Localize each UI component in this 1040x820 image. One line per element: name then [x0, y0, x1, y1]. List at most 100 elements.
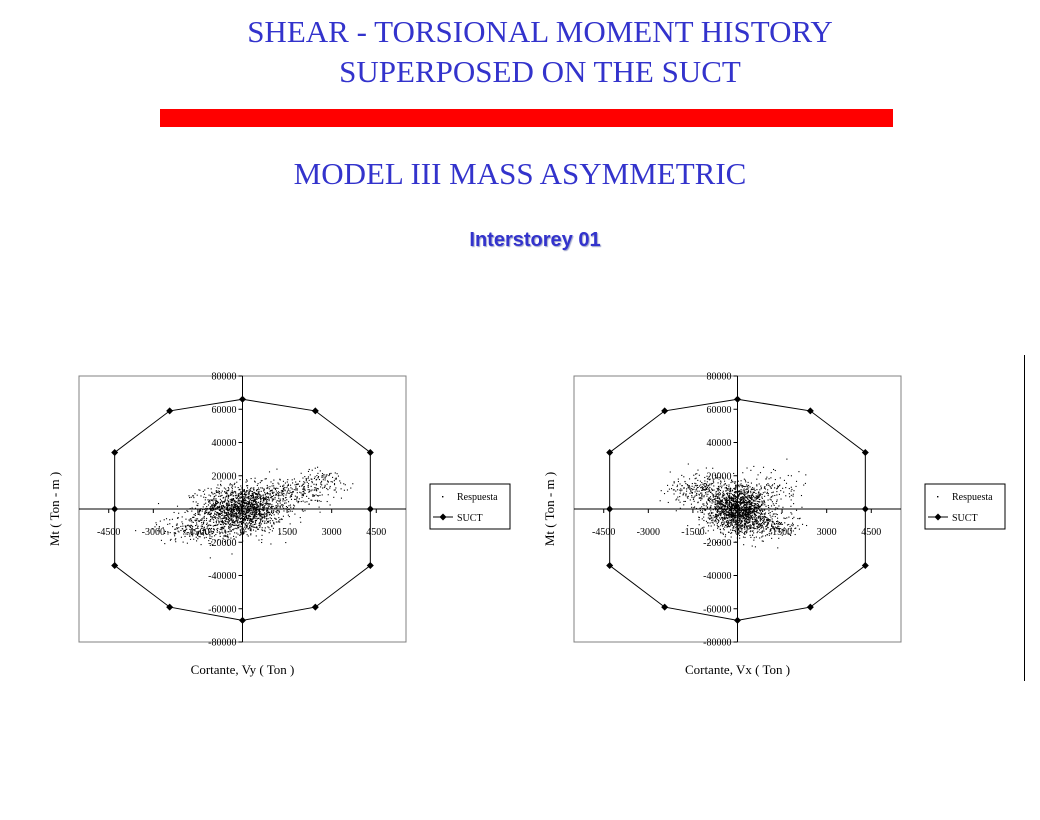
respuesta-point [716, 511, 718, 513]
respuesta-point [234, 490, 236, 493]
respuesta-point [289, 496, 291, 498]
respuesta-point [739, 502, 741, 504]
respuesta-point [744, 498, 746, 500]
respuesta-point [302, 510, 304, 512]
respuesta-point [696, 487, 698, 489]
respuesta-point [758, 526, 760, 528]
respuesta-point [736, 514, 738, 516]
respuesta-point [735, 505, 737, 507]
respuesta-point [741, 529, 743, 531]
respuesta-point [273, 485, 275, 487]
respuesta-point [727, 505, 729, 508]
respuesta-point [803, 484, 805, 486]
respuesta-point [708, 489, 710, 491]
respuesta-point [203, 526, 205, 528]
respuesta-point [251, 503, 253, 505]
respuesta-point [157, 530, 159, 532]
respuesta-point [757, 512, 760, 514]
respuesta-point [207, 513, 209, 515]
respuesta-point [749, 526, 751, 528]
respuesta-point [223, 515, 225, 517]
interstorey-label: Interstorey 01 [469, 229, 601, 251]
respuesta-point [758, 524, 760, 526]
respuesta-point [182, 525, 184, 527]
respuesta-point [257, 493, 259, 495]
respuesta-point [732, 516, 734, 518]
respuesta-point [268, 500, 270, 502]
respuesta-point [262, 504, 264, 506]
respuesta-point [232, 495, 234, 497]
respuesta-point [241, 523, 244, 525]
respuesta-point [242, 497, 244, 500]
respuesta-point [287, 483, 289, 485]
respuesta-point [688, 485, 690, 487]
respuesta-point [301, 485, 303, 487]
respuesta-point [716, 518, 718, 520]
respuesta-point [778, 537, 780, 539]
respuesta-point [240, 507, 242, 509]
respuesta-point [223, 526, 225, 528]
respuesta-point [749, 497, 752, 499]
respuesta-point [749, 507, 751, 509]
respuesta-point [247, 497, 249, 499]
respuesta-point [326, 483, 328, 485]
respuesta-point [725, 486, 727, 488]
respuesta-point [244, 522, 246, 525]
model-subtitle: MODEL III MASS ASYMMETRIC [293, 156, 747, 191]
y-tick-label: 60000 [212, 405, 237, 416]
respuesta-point [254, 498, 256, 500]
respuesta-point [695, 494, 697, 496]
respuesta-point [176, 523, 178, 525]
respuesta-point [223, 522, 225, 524]
respuesta-point [722, 521, 724, 523]
respuesta-point [253, 500, 256, 502]
respuesta-point [249, 529, 251, 531]
x-tick-label: 4500 [861, 527, 881, 538]
respuesta-point [744, 522, 746, 524]
respuesta-point [744, 518, 746, 520]
x-tick-label: 3000 [817, 527, 837, 538]
respuesta-point [715, 495, 717, 497]
respuesta-point [737, 529, 739, 531]
respuesta-point [714, 498, 716, 500]
respuesta-point [768, 519, 770, 521]
respuesta-point [263, 505, 265, 507]
series-respuesta-points [659, 458, 808, 549]
respuesta-point [250, 530, 252, 532]
respuesta-point [766, 519, 768, 521]
respuesta-point [750, 495, 752, 497]
respuesta-point [783, 527, 786, 529]
respuesta-point [718, 526, 720, 528]
respuesta-point [220, 512, 223, 514]
respuesta-point [259, 494, 261, 496]
respuesta-point [221, 504, 223, 507]
respuesta-point [235, 520, 237, 522]
respuesta-point [733, 529, 735, 532]
respuesta-point [729, 525, 731, 527]
respuesta-point [757, 504, 759, 506]
respuesta-point [174, 539, 176, 541]
respuesta-point [710, 507, 712, 509]
respuesta-point [224, 534, 226, 536]
respuesta-point [248, 501, 250, 503]
respuesta-point [259, 511, 261, 513]
respuesta-point [731, 508, 734, 510]
respuesta-point [294, 513, 296, 515]
respuesta-point [186, 528, 188, 530]
respuesta-point [738, 501, 740, 503]
respuesta-point [199, 519, 202, 521]
respuesta-point [208, 499, 210, 501]
respuesta-point [249, 488, 252, 490]
respuesta-point [718, 508, 720, 510]
respuesta-point [728, 503, 730, 506]
respuesta-point [215, 517, 217, 519]
respuesta-point [786, 517, 788, 519]
respuesta-point [685, 495, 687, 497]
respuesta-point [774, 478, 776, 481]
respuesta-point [264, 513, 266, 515]
respuesta-point [190, 528, 193, 530]
respuesta-point [737, 497, 739, 499]
respuesta-point [737, 505, 739, 507]
respuesta-point [728, 484, 730, 486]
respuesta-point [233, 508, 235, 510]
